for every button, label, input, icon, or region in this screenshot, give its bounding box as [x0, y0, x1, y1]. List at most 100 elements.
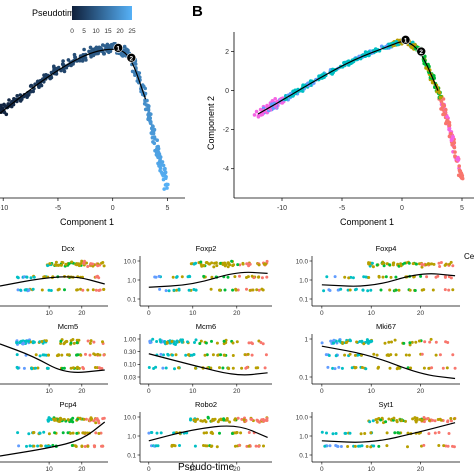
panel-b-branch-points: 12 [400, 35, 427, 57]
gene-expression-point [233, 444, 237, 448]
gene-expression-point [367, 276, 371, 279]
panel-b-cell-point [456, 158, 461, 162]
gene-expression-point [369, 431, 373, 435]
gene-expression-point [46, 264, 50, 268]
gene-expression-point [76, 417, 80, 421]
gene-expression-point [94, 431, 98, 435]
gene-expression-point [367, 262, 371, 266]
gene-expression-point [437, 261, 441, 265]
gene-expression-point [223, 288, 227, 292]
gene-y-tick-label: 0.1 [127, 296, 136, 303]
gene-expression-point [360, 339, 364, 343]
panel-b-cell-point [411, 40, 415, 45]
gene-expression-point [414, 340, 418, 344]
gene-expression-point [96, 274, 99, 278]
gene-expression-point [175, 339, 179, 343]
gene-expression-point [255, 288, 259, 292]
gene-expression-point [365, 338, 369, 342]
gene-expression-point [377, 444, 381, 448]
gene-expression-point [452, 445, 456, 449]
panel-b-y-tick-label: -2 [223, 127, 229, 134]
gene-expression-point [75, 262, 79, 266]
gene-expression-point [171, 353, 174, 357]
gene-expression-point [247, 444, 251, 448]
gene-expression-point [181, 338, 184, 342]
panel-a-cell-point [148, 120, 153, 125]
gene-expression-point [204, 420, 208, 424]
gene-expression-point [359, 432, 363, 436]
gene-expression-point [39, 444, 43, 448]
gene-expression-point [333, 367, 337, 371]
gene-expression-point [328, 444, 332, 448]
gene-expression-point [226, 261, 230, 265]
gene-x-tick-label: 10 [189, 310, 197, 317]
gene-expression-point [374, 418, 378, 422]
gene-expression-point [265, 417, 269, 420]
panel-b-x-tick-label: 5 [460, 205, 464, 212]
gene-expression-point [55, 354, 59, 358]
gene-expression-point [381, 262, 384, 266]
gene-expression-point [394, 353, 398, 357]
gene-expression-point [228, 420, 232, 424]
gene-expression-point [192, 418, 196, 422]
gene-expression-point [174, 353, 178, 357]
gene-expression-point [399, 262, 403, 266]
gene-expression-point [256, 419, 260, 423]
panel-a-branch-label: 2 [130, 55, 134, 62]
gene-expression-point [250, 274, 254, 278]
panel-a-x-ticks: -10 -5 0 5 [0, 198, 170, 212]
gene-expression-point [96, 264, 100, 268]
gene-expression-point [193, 341, 196, 344]
panel-b-cell-point [442, 104, 447, 108]
gene-expression-point [261, 342, 265, 346]
gene-x-tick-label: 20 [417, 388, 425, 395]
gene-expression-point [177, 366, 180, 370]
panel-a-cell-point [15, 94, 19, 98]
gene-expression-point [69, 431, 72, 435]
gene-x-tick-label: 0 [147, 310, 151, 317]
gene-expression-point [31, 287, 35, 291]
gene-grid-xlabel: Pseudo-time [178, 462, 235, 473]
gene-y-tick-label: 1.0 [127, 433, 136, 440]
gene-expression-point [248, 288, 252, 292]
panel-b-cell-point [459, 171, 464, 175]
gene-expression-point [249, 417, 253, 421]
gene-expression-point [246, 262, 250, 266]
gene-expression-point [232, 263, 236, 267]
gene-expression-point [428, 340, 432, 344]
gene-expression-point [79, 417, 83, 421]
panel-b-cell-point [347, 63, 351, 67]
gene-expression-point [79, 287, 82, 291]
gene-expression-point [353, 353, 357, 357]
gene-expression-point [80, 259, 84, 263]
gene-expression-point [439, 261, 443, 264]
gene-expression-point [71, 431, 75, 435]
gene-expression-point [162, 353, 165, 357]
gene-expression-point [346, 445, 350, 448]
gene-expression-point [427, 366, 431, 370]
gene-expression-point [382, 264, 386, 268]
gene-expression-point [45, 366, 49, 370]
panel-a-cell-point [72, 52, 77, 57]
gene-x-tick-label: 0 [320, 466, 324, 473]
gene-expression-point [411, 262, 415, 266]
gene-expression-point [247, 341, 251, 345]
gene-expression-point [420, 262, 424, 266]
gene-expression-point [167, 289, 171, 293]
pseudotime-legend-tick: 0 [70, 28, 74, 35]
gene-expression-point [210, 444, 214, 448]
gene-expression-point [212, 418, 216, 422]
gene-expression-point [172, 342, 176, 346]
gene-expression-point [75, 431, 79, 435]
gene-y-tick-label: 0.1 [127, 452, 136, 459]
gene-expression-point [83, 445, 87, 448]
gene-expression-point [151, 337, 155, 341]
gene-expression-point [218, 288, 222, 292]
panel-b-cell-point [432, 74, 436, 78]
panel-a-branch-point [126, 52, 137, 63]
gene-expression-point [323, 444, 327, 448]
gene-expression-point [433, 431, 437, 435]
gene-expression-point [357, 444, 360, 448]
panel-a-cell-point [152, 135, 157, 139]
gene-expression-point [16, 366, 20, 370]
